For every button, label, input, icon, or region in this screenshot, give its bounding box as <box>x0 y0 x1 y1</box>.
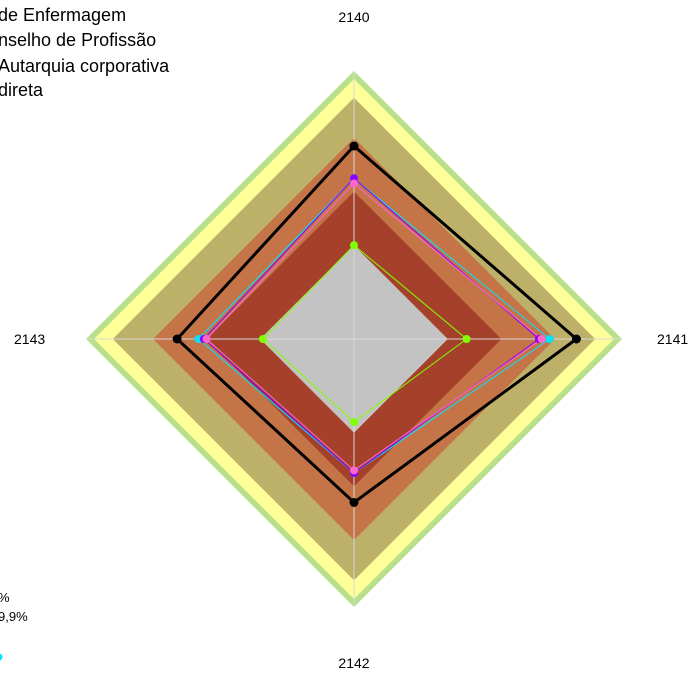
data-point-s2-2141 <box>545 335 554 343</box>
data-point-s5-2142 <box>350 418 358 427</box>
data-point-s5-2143 <box>258 335 267 343</box>
data-point-s4-2143 <box>202 335 211 343</box>
axis-label-right: 2141 <box>657 331 688 347</box>
data-point-s4-2142 <box>350 466 358 475</box>
legend-marker <box>0 653 3 661</box>
legend-fragment-1: % <box>0 590 10 605</box>
axis-label-left: 2143 <box>14 331 45 347</box>
data-point-s4-2140 <box>350 179 358 188</box>
data-point-s5-2140 <box>350 241 358 250</box>
axis-label-top: 2140 <box>338 9 369 25</box>
title-line-1: de Enfermagem <box>0 5 127 25</box>
data-point-s1-2140 <box>349 141 359 151</box>
title-line-3: Autarquia corporativa <box>0 56 170 76</box>
data-point-s1-2143 <box>172 334 182 344</box>
title-line-4: direta <box>0 80 44 100</box>
data-point-s1-2141 <box>571 334 581 344</box>
title-line-2: nselho de Profissão <box>0 30 157 50</box>
data-point-s1-2142 <box>349 497 359 507</box>
axis-label-bottom: 2142 <box>338 655 369 671</box>
legend-fragment-2: 9,9% <box>0 609 28 624</box>
data-point-s4-2141 <box>537 335 546 343</box>
data-point-s5-2141 <box>462 335 471 343</box>
series-group <box>172 141 581 507</box>
